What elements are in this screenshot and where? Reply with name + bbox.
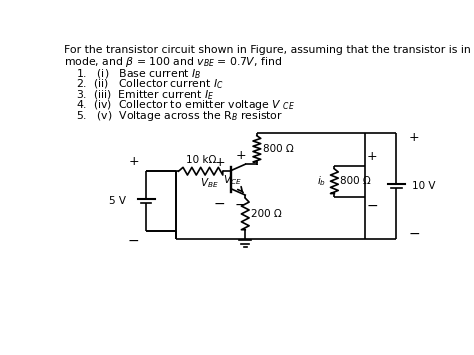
- Text: +: +: [236, 149, 246, 162]
- Text: 5 V: 5 V: [109, 196, 126, 206]
- Text: 200 Ω: 200 Ω: [251, 209, 282, 219]
- Text: −: −: [367, 199, 379, 213]
- Text: mode, and $\beta$ = 100 and $v_{BE}$ = 0.7$V$, find: mode, and $\beta$ = 100 and $v_{BE}$ = 0…: [64, 55, 282, 69]
- Text: 2.  (ii)   Collector current $I_C$: 2. (ii) Collector current $I_C$: [76, 78, 224, 91]
- Text: −: −: [128, 234, 139, 248]
- Text: $V_{CE}$: $V_{CE}$: [223, 173, 241, 187]
- Text: 800 Ω: 800 Ω: [263, 144, 294, 154]
- Text: −: −: [213, 197, 225, 211]
- Text: 3.  (iii)  Emitter current $I_E$: 3. (iii) Emitter current $I_E$: [76, 88, 215, 102]
- Text: −: −: [235, 197, 246, 211]
- Text: $i_b$: $i_b$: [318, 174, 327, 188]
- Text: 800 Ω: 800 Ω: [340, 176, 371, 186]
- Text: 10 kΩ: 10 kΩ: [185, 155, 216, 165]
- Text: +: +: [409, 131, 419, 144]
- Text: $V_{BE}$: $V_{BE}$: [200, 176, 219, 190]
- Text: 4.  (iv)  Collector to emitter voltage $V$ $_{CE}$: 4. (iv) Collector to emitter voltage $V$…: [76, 98, 295, 113]
- Text: +: +: [214, 156, 225, 169]
- Text: For the transistor circuit shown in Figure, assuming that the transistor is in t: For the transistor circuit shown in Figu…: [64, 45, 474, 55]
- Text: +: +: [367, 151, 378, 164]
- Text: +: +: [128, 155, 139, 168]
- Text: 10 V: 10 V: [412, 181, 436, 191]
- Text: 1.   (i)   Base current $I_B$: 1. (i) Base current $I_B$: [76, 67, 202, 81]
- Text: −: −: [409, 227, 420, 241]
- Text: 5.   (v)  Voltage across the R$_B$ resistor: 5. (v) Voltage across the R$_B$ resistor: [76, 109, 283, 123]
